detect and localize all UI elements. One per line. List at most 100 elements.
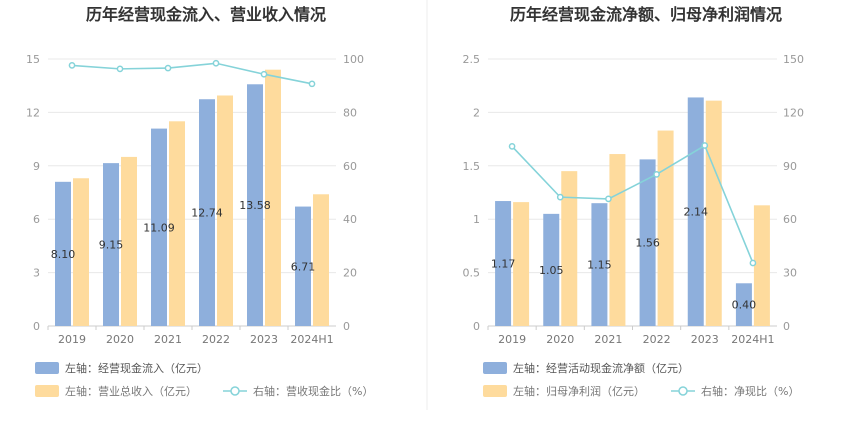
chart2-x-tick: 2022: [643, 333, 671, 346]
chart2-x-tick: 2023: [691, 333, 719, 346]
chart2-right-y-tick: 120: [783, 106, 804, 119]
chart2-bar-series1: [543, 213, 560, 326]
chart2-bar-series2: [609, 154, 626, 326]
chart1-line-point: [212, 59, 220, 67]
chart1-data-label: 6.71: [291, 260, 316, 273]
chart2-line-point: [556, 193, 564, 201]
chart1-legend-label-series2: 左轴：营业总收入（亿元）: [65, 384, 197, 398]
chart2-bar-series2: [657, 130, 674, 326]
chart1-right-y-tick: 0: [343, 320, 350, 333]
chart2-left-y-tick: 2.5: [463, 53, 481, 66]
chart1-right-y-tick: 40: [343, 213, 357, 226]
chart1-data-label: 12.74: [191, 207, 223, 220]
chart1-x-tick: 2024H1: [290, 333, 333, 346]
chart1-left-y-tick: 9: [33, 160, 40, 173]
chart1-bar-series1: [295, 206, 311, 326]
chart2-title: 历年经营现金流净额、归母净利润情况: [510, 5, 782, 24]
chart1-data-label: 9.15: [99, 239, 124, 252]
chart1-left-y-tick: 12: [26, 106, 40, 119]
chart1-bar-series1: [103, 163, 119, 326]
chart2-right-y-tick: 90: [783, 160, 797, 173]
chart1-left-y-tick: 15: [26, 53, 40, 66]
chart2: 历年经营现金流净额、归母净利润情况 0 0.5 1 1.5 2 2.5 0 30 60 90 120 1…: [463, 5, 805, 398]
chart2-left-y-tick: 1: [473, 213, 480, 226]
chart2-x-tick: 2024H1: [731, 333, 774, 346]
chart2-legend-label-series3: 右轴：净现比（%）: [701, 384, 799, 398]
chart2-bar-series1: [591, 203, 608, 326]
chart2-bar-series2: [561, 171, 578, 326]
chart2-right-y-tick: 0: [783, 320, 790, 333]
chart2-data-label: 1.17: [491, 258, 516, 271]
chart1-left-y-tick: 3: [33, 267, 40, 280]
chart2-right-y-tick: 30: [783, 267, 797, 280]
chart1-bar-series1: [151, 128, 167, 326]
chart1-right-y-tick: 20: [343, 267, 357, 280]
chart1-x-tick: 2023: [250, 333, 278, 346]
chart2-data-label: 0.40: [732, 299, 757, 312]
chart1-data-label: 11.09: [143, 221, 175, 234]
chart1-legend-swatch-series1: [35, 362, 59, 374]
chart1-legend-label-series1: 左轴：经营现金流入（亿元）: [65, 361, 208, 375]
chart1-bar-series2: [217, 95, 233, 327]
chart1-legend-swatch-series3-dot: [230, 386, 240, 396]
chart2-data-label: 2.14: [684, 206, 709, 219]
chart2-bar-series1: [639, 159, 656, 326]
chart2-legend-swatch-series3-dot: [678, 386, 688, 396]
chart1-line-point: [308, 80, 316, 88]
chart1-bar-series2: [73, 178, 89, 326]
chart1-x-tick: 2022: [202, 333, 230, 346]
chart2-legend-label-series2: 左轴：归母净利润（亿元）: [513, 384, 645, 398]
chart1-bar-series2: [265, 69, 281, 327]
chart1-x-tick: 2020: [106, 333, 134, 346]
chart1-bar-series1: [55, 181, 71, 326]
chart2-line-series3: [511, 144, 754, 264]
chart1-right-y-tick: 100: [343, 53, 364, 66]
chart2-bar-series1: [735, 283, 752, 326]
chart1-line-point: [260, 70, 268, 78]
chart1-bar-series1: [199, 99, 215, 326]
chart1-x-tick: 2021: [154, 333, 182, 346]
chart2-x-tick: 2021: [594, 333, 622, 346]
chart2-data-label: 1.56: [635, 237, 660, 250]
chart2-line-point: [701, 142, 709, 149]
chart2-bar-series1: [687, 97, 704, 326]
chart1-line-series3: [71, 62, 313, 85]
chart2-bar-series2: [705, 100, 722, 326]
chart2-right-y-tick: 60: [783, 213, 797, 226]
chart2-legend-swatch-series1: [483, 362, 507, 374]
chart1-right-y-tick: 80: [343, 106, 357, 119]
chart2-bar-series2: [753, 205, 770, 326]
chart1-legend-swatch-series2: [35, 385, 59, 397]
chart1-line-point: [68, 62, 76, 69]
chart2-legend-label-series1: 左轴：经营活动现金流净额（亿元）: [513, 361, 689, 375]
chart1-data-label: 13.58: [239, 199, 271, 212]
chart2-left-y-tick: 0: [473, 320, 480, 333]
chart2-right-y-tick: 150: [783, 53, 804, 66]
chart2-line-point: [605, 195, 612, 203]
chart2-left-y-tick: 1.5: [463, 160, 481, 173]
chart2-left-y-tick: 2: [473, 106, 480, 119]
chart1-bar-series2: [169, 121, 185, 326]
chart2-data-label: 1.05: [539, 264, 564, 277]
chart2-legend-swatch-series2: [483, 385, 507, 397]
chart2-data-label: 1.15: [587, 259, 612, 272]
chart2-bar-series2: [513, 202, 530, 326]
chart2-x-tick: 2019: [498, 333, 526, 346]
chart1-data-label: 8.10: [51, 248, 76, 261]
chart1-right-y-tick: 60: [343, 160, 357, 173]
chart1: 历年经营现金流入、营业收入情况 0 3 6 9 12 15 0 20 40 60 80 100 2019 2…: [26, 5, 373, 398]
chart1-left-y-tick: 0: [33, 320, 40, 333]
chart1-left-y-tick: 6: [33, 213, 40, 226]
chart2-bar-series1: [495, 201, 512, 326]
chart1-bar-series2: [121, 156, 137, 326]
chart1-legend-label-series3: 右轴：营收现金比（%）: [253, 384, 373, 398]
chart1-line-point: [116, 65, 124, 73]
chart2-line-point: [653, 170, 660, 178]
chart1-title: 历年经营现金流入、营业收入情况: [86, 5, 326, 24]
chart2-line-point: [749, 259, 757, 267]
chart2-x-tick: 2020: [546, 333, 574, 346]
chart2-line-point: [508, 143, 516, 150]
chart1-bar-series1: [247, 84, 263, 326]
chart1-bar-series2: [313, 194, 329, 326]
